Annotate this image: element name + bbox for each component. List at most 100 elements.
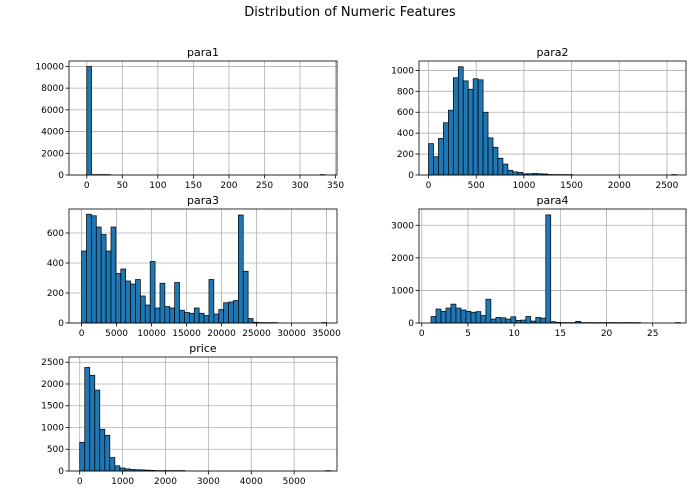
figure-title: Distribution of Numeric Features (244, 5, 456, 20)
histogram-bar (144, 304, 151, 324)
y-tick-label: 0 (408, 319, 414, 329)
y-tick-label: 10000 (35, 62, 64, 72)
x-tick-label: 5000 (105, 329, 128, 339)
y-tick-label: 200 (397, 150, 414, 160)
x-tick-label: 250 (256, 181, 273, 191)
y-tick-label: 0 (58, 171, 64, 181)
histogram-bar (203, 315, 210, 324)
subplot-title: para2 (537, 46, 569, 59)
x-tick-label: 20000 (207, 329, 236, 339)
histogram-bar (512, 171, 519, 176)
subplot-para1: 0 50 100 150 200 250 300 350 0 2000 4000 6000 8000 10… (35, 46, 344, 191)
x-tick-label: 300 (291, 181, 308, 191)
x-tick-label: 5000 (283, 477, 306, 487)
axes-frame (68, 208, 338, 324)
x-tick-label: 5 (465, 329, 471, 339)
x-tick-label: 15 (555, 329, 566, 339)
histogram-bar (470, 311, 477, 324)
x-tick-label: 1000 (111, 477, 134, 487)
axes-frame (68, 356, 338, 472)
histogram-bar (475, 311, 482, 324)
histogram-bar (540, 317, 547, 324)
histogram-bar (140, 295, 146, 324)
y-tick-label: 1500 (41, 402, 64, 412)
histogram-bar (237, 214, 244, 324)
y-tick-label: 2000 (41, 380, 64, 390)
x-tick-label: 15000 (172, 329, 201, 339)
histogram-bar (480, 315, 487, 324)
histogram-bar (109, 457, 116, 472)
x-tick-label: 10 (508, 329, 520, 339)
histogram-bar (455, 307, 462, 324)
histogram-bar (189, 312, 195, 324)
y-tick-label: 600 (397, 108, 414, 118)
x-tick-label: 0 (426, 181, 432, 191)
histogram-bar (159, 282, 166, 324)
histogram-bar (525, 316, 532, 324)
histogram-bar (228, 301, 234, 324)
histogram-bar (104, 434, 111, 472)
y-tick-label: 3000 (391, 221, 414, 231)
axes-frame (418, 208, 687, 324)
histogram-bar (500, 317, 507, 324)
x-tick-label: 30000 (277, 329, 306, 339)
histogram-bar (79, 441, 86, 472)
histogram-bar (233, 300, 239, 324)
x-tick-label: 3000 (197, 477, 220, 487)
histogram-bar (213, 313, 220, 324)
subplot-title: para3 (187, 194, 219, 207)
y-tick-label: 400 (47, 259, 64, 269)
y-tick-label: 200 (47, 289, 64, 299)
x-tick-label: 35000 (312, 329, 341, 339)
x-tick-label: 0 (419, 329, 425, 339)
histogram-bar (462, 80, 469, 176)
x-tick-label: 1500 (560, 181, 583, 191)
histogram-bar (452, 77, 459, 176)
histogram-bar (115, 273, 122, 324)
y-tick-label: 1000 (391, 66, 414, 76)
histogram-bar (193, 307, 200, 324)
histogram-bar (94, 389, 101, 472)
x-tick-label: 200 (220, 181, 237, 191)
histogram-bar (492, 146, 499, 176)
x-tick-label: 1000 (512, 181, 535, 191)
x-tick-label: 25000 (242, 329, 271, 339)
y-tick-label: 2500 (41, 358, 64, 368)
histogram-bar (505, 318, 512, 324)
histogram-bar (84, 367, 91, 472)
x-tick-label: 500 (468, 181, 485, 191)
y-tick-label: 2000 (391, 254, 414, 264)
y-tick-label: 400 (397, 129, 414, 139)
histogram-bar (430, 316, 437, 324)
subplot-para2: 0 500 1000 1500 2000 2500 0 200 400 600 800 1000 par… (391, 46, 687, 191)
histogram-bar (81, 250, 87, 324)
x-tick-label: 150 (185, 181, 202, 191)
axes-frame (68, 60, 338, 176)
histogram-bar (495, 317, 502, 324)
histogram-bar (467, 88, 474, 176)
x-tick-label: 0 (77, 477, 83, 487)
histogram-bar (457, 66, 464, 176)
histogram-bar (545, 214, 552, 324)
histogram-bar (218, 309, 224, 324)
x-tick-label: 0 (84, 181, 90, 191)
histogram-bar (477, 79, 484, 176)
y-tick-label: 600 (47, 229, 64, 239)
histogram-bar (520, 319, 527, 324)
histogram-bar (154, 307, 161, 324)
x-tick-label: 50 (117, 181, 129, 191)
histogram-bar (86, 66, 92, 176)
histogram-bar (448, 109, 454, 176)
y-tick-label: 6000 (41, 106, 64, 116)
histogram-bar (482, 111, 489, 176)
x-tick-label: 2000 (608, 181, 631, 191)
histogram-bar (247, 318, 254, 324)
y-tick-label: 1000 (41, 423, 64, 433)
histogram-bar (433, 156, 439, 176)
x-tick-label: 350 (327, 181, 344, 191)
histogram-bar (174, 282, 180, 324)
histogram-bar (502, 163, 509, 176)
histogram-bar (169, 307, 176, 324)
y-tick-label: 2000 (41, 149, 64, 159)
